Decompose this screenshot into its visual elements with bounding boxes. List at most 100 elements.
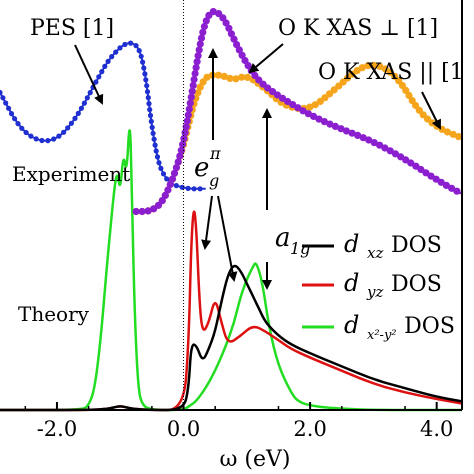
series-marker-0: [87, 90, 93, 96]
series-marker-0: [0, 95, 6, 101]
series-marker-2: [194, 89, 202, 97]
eg-pi-annotation: e g π: [194, 144, 221, 190]
series-marker-1: [182, 123, 190, 131]
series-marker-1: [168, 175, 177, 183]
series-marker-0: [23, 129, 29, 136]
series-marker-0: [0, 89, 3, 96]
series-marker-1: [185, 105, 193, 113]
series-marker-1: [448, 184, 456, 192]
x-tick-label: 2.0: [293, 417, 326, 441]
series-marker-1: [190, 75, 198, 84]
series-marker-0: [93, 79, 99, 85]
series-marker-1: [235, 46, 243, 54]
series-marker-2: [376, 62, 384, 71]
legend: d xz DOS d yz DOS d x²-y² DOS: [302, 230, 455, 343]
series-marker-0: [146, 101, 152, 107]
series-marker-0: [140, 59, 146, 65]
series-marker-1: [184, 111, 192, 119]
series-marker-1: [181, 129, 189, 137]
series-marker-1: [299, 107, 307, 115]
series-marker-0: [122, 41, 128, 48]
series-marker-1: [161, 191, 169, 199]
series-marker-1: [187, 93, 195, 101]
series-line-5: [0, 129, 462, 412]
series-marker-0: [173, 183, 179, 189]
series-marker-0: [148, 118, 154, 124]
series-marker-2: [244, 73, 252, 81]
series-marker-0: [105, 58, 111, 64]
series-marker-0: [136, 48, 142, 54]
series-marker-1: [422, 169, 430, 177]
series-marker-1: [437, 178, 445, 186]
series-marker-1: [337, 125, 345, 133]
series-marker-0: [99, 69, 105, 75]
xas-perp-arrow: [248, 43, 284, 74]
series-marker-1: [200, 22, 208, 31]
series-marker-0: [147, 107, 153, 113]
series-marker-2: [455, 133, 463, 141]
series-marker-0: [19, 125, 25, 131]
series-marker-0: [197, 186, 203, 192]
series-marker-0: [147, 112, 154, 119]
series-marker-0: [191, 186, 197, 192]
series-marker-2: [203, 73, 211, 81]
series-line-3: [0, 264, 463, 412]
series-marker-0: [149, 124, 155, 130]
legend-entry-dxz: d xz DOS: [302, 230, 442, 264]
series-marker-1: [225, 24, 233, 32]
tick-layer: -2.0 0.0 2.0 4.0: [24, 402, 453, 441]
series-marker-1: [230, 35, 238, 43]
series-marker-1: [176, 152, 184, 160]
series-marker-2: [364, 62, 372, 70]
pes-arrow: [74, 44, 104, 105]
series-marker-1: [202, 17, 210, 25]
series-marker-0: [84, 95, 90, 101]
series-marker-1: [172, 164, 180, 172]
a1g-annotation: a 1g: [275, 223, 310, 258]
legend-dyz-symbol: d: [344, 269, 359, 297]
series-marker-1: [183, 117, 191, 125]
series-marker-2: [449, 130, 457, 138]
svg-text:d xz DOS: d xz DOS: [344, 230, 442, 264]
series-marker-0: [113, 49, 119, 55]
series-marker-0: [160, 171, 167, 177]
series-marker-1: [179, 140, 187, 148]
series-marker-0: [141, 65, 147, 71]
series-marker-1: [376, 141, 384, 149]
series-marker-0: [142, 71, 148, 77]
series-marker-0: [96, 74, 102, 80]
a1g-main: a: [275, 223, 291, 253]
legend-dx2y2-symbol: d: [344, 311, 359, 339]
series-marker-0: [109, 54, 115, 60]
series-marker-1: [188, 87, 196, 95]
series-marker-0: [65, 125, 71, 131]
series-marker-1: [192, 64, 200, 72]
series-marker-0: [28, 133, 34, 139]
series-marker-1: [359, 134, 367, 142]
series-marker-1: [166, 180, 174, 189]
series-marker-1: [391, 150, 399, 158]
series-marker-2: [232, 75, 240, 83]
series-marker-0: [68, 120, 74, 126]
series-marker-0: [12, 116, 18, 122]
pes-annotation: PES [1]: [30, 16, 114, 41]
series-marker-1: [132, 207, 140, 216]
series-marker-1: [186, 99, 194, 107]
legend-dyz-sub: yz: [366, 283, 383, 301]
legend-entry-dyz: d yz DOS: [302, 269, 442, 301]
series-marker-1: [227, 30, 235, 38]
series-marker-0: [150, 130, 156, 136]
series-marker-0: [33, 136, 39, 142]
legend-dxz-symbol: d: [344, 230, 359, 258]
series-marker-0: [6, 105, 12, 111]
eg-down-right-arrow: [217, 195, 238, 282]
legend-dxz-sub: xz: [367, 244, 383, 262]
eg-down-left-arrow: [201, 195, 213, 250]
series-marker-0: [39, 137, 45, 144]
series-marker-1: [191, 69, 199, 78]
series-marker-2: [226, 74, 234, 82]
series-marker-0: [133, 43, 139, 49]
series-marker-1: [199, 28, 207, 36]
series-marker-1: [453, 187, 461, 195]
series-marker-1: [354, 131, 362, 139]
